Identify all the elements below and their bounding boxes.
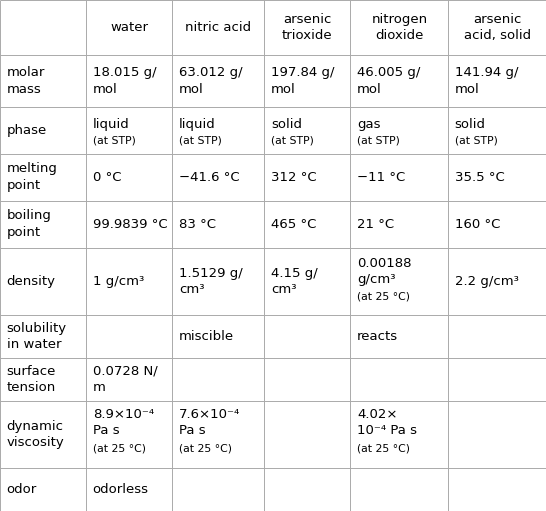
Text: liquid: liquid (93, 118, 129, 131)
Text: molar
mass: molar mass (7, 66, 45, 96)
Text: nitric acid: nitric acid (185, 21, 251, 34)
Text: −41.6 °C: −41.6 °C (179, 171, 240, 183)
Text: solid: solid (271, 118, 302, 131)
Text: solubility
in water: solubility in water (7, 322, 67, 352)
Text: density: density (7, 275, 56, 288)
Text: 1.5129 g/
cm³: 1.5129 g/ cm³ (179, 267, 242, 296)
Text: 21 °C: 21 °C (357, 218, 394, 230)
Text: 465 °C: 465 °C (271, 218, 316, 230)
Text: surface
tension: surface tension (7, 364, 56, 394)
Text: arsenic
trioxide: arsenic trioxide (282, 13, 333, 42)
Text: 160 °C: 160 °C (455, 218, 500, 230)
Text: dynamic
viscosity: dynamic viscosity (7, 420, 64, 449)
Text: reacts: reacts (357, 330, 398, 343)
Text: (at 25 °C): (at 25 °C) (179, 443, 232, 453)
Text: miscible: miscible (179, 330, 234, 343)
Text: boiling
point: boiling point (7, 210, 51, 239)
Text: (at 25 °C): (at 25 °C) (357, 443, 410, 453)
Text: 83 °C: 83 °C (179, 218, 216, 230)
Text: 4.02×
10⁻⁴ Pa s: 4.02× 10⁻⁴ Pa s (357, 408, 417, 437)
Text: (at STP): (at STP) (179, 135, 222, 146)
Text: −11 °C: −11 °C (357, 171, 405, 183)
Text: (at STP): (at STP) (357, 135, 400, 146)
Text: 141.94 g/
mol: 141.94 g/ mol (455, 66, 518, 96)
Text: 0.00188
g/cm³: 0.00188 g/cm³ (357, 257, 412, 286)
Text: melting
point: melting point (7, 162, 57, 192)
Text: odorless: odorless (93, 483, 149, 496)
Text: 35.5 °C: 35.5 °C (455, 171, 505, 183)
Text: liquid: liquid (179, 118, 216, 131)
Text: 0 °C: 0 °C (93, 171, 121, 183)
Text: 7.6×10⁻⁴
Pa s: 7.6×10⁻⁴ Pa s (179, 408, 240, 437)
Text: 197.84 g/
mol: 197.84 g/ mol (271, 66, 334, 96)
Text: solid: solid (455, 118, 486, 131)
Text: (at 25 °C): (at 25 °C) (357, 291, 410, 301)
Text: 18.015 g/
mol: 18.015 g/ mol (93, 66, 156, 96)
Text: phase: phase (7, 124, 47, 136)
Text: 1 g/cm³: 1 g/cm³ (93, 275, 144, 288)
Text: 8.9×10⁻⁴
Pa s: 8.9×10⁻⁴ Pa s (93, 408, 154, 437)
Text: water: water (110, 21, 148, 34)
Text: (at STP): (at STP) (93, 135, 135, 146)
Text: 99.9839 °C: 99.9839 °C (93, 218, 167, 230)
Text: gas: gas (357, 118, 381, 131)
Text: odor: odor (7, 483, 37, 496)
Text: 2.2 g/cm³: 2.2 g/cm³ (455, 275, 519, 288)
Text: 0.0728 N/
m: 0.0728 N/ m (93, 364, 157, 394)
Text: 4.15 g/
cm³: 4.15 g/ cm³ (271, 267, 318, 296)
Text: 46.005 g/
mol: 46.005 g/ mol (357, 66, 420, 96)
Text: (at STP): (at STP) (455, 135, 497, 146)
Text: 63.012 g/
mol: 63.012 g/ mol (179, 66, 242, 96)
Text: nitrogen
dioxide: nitrogen dioxide (371, 13, 428, 42)
Text: arsenic
acid, solid: arsenic acid, solid (464, 13, 531, 42)
Text: (at 25 °C): (at 25 °C) (93, 443, 146, 453)
Text: 312 °C: 312 °C (271, 171, 317, 183)
Text: (at STP): (at STP) (271, 135, 314, 146)
